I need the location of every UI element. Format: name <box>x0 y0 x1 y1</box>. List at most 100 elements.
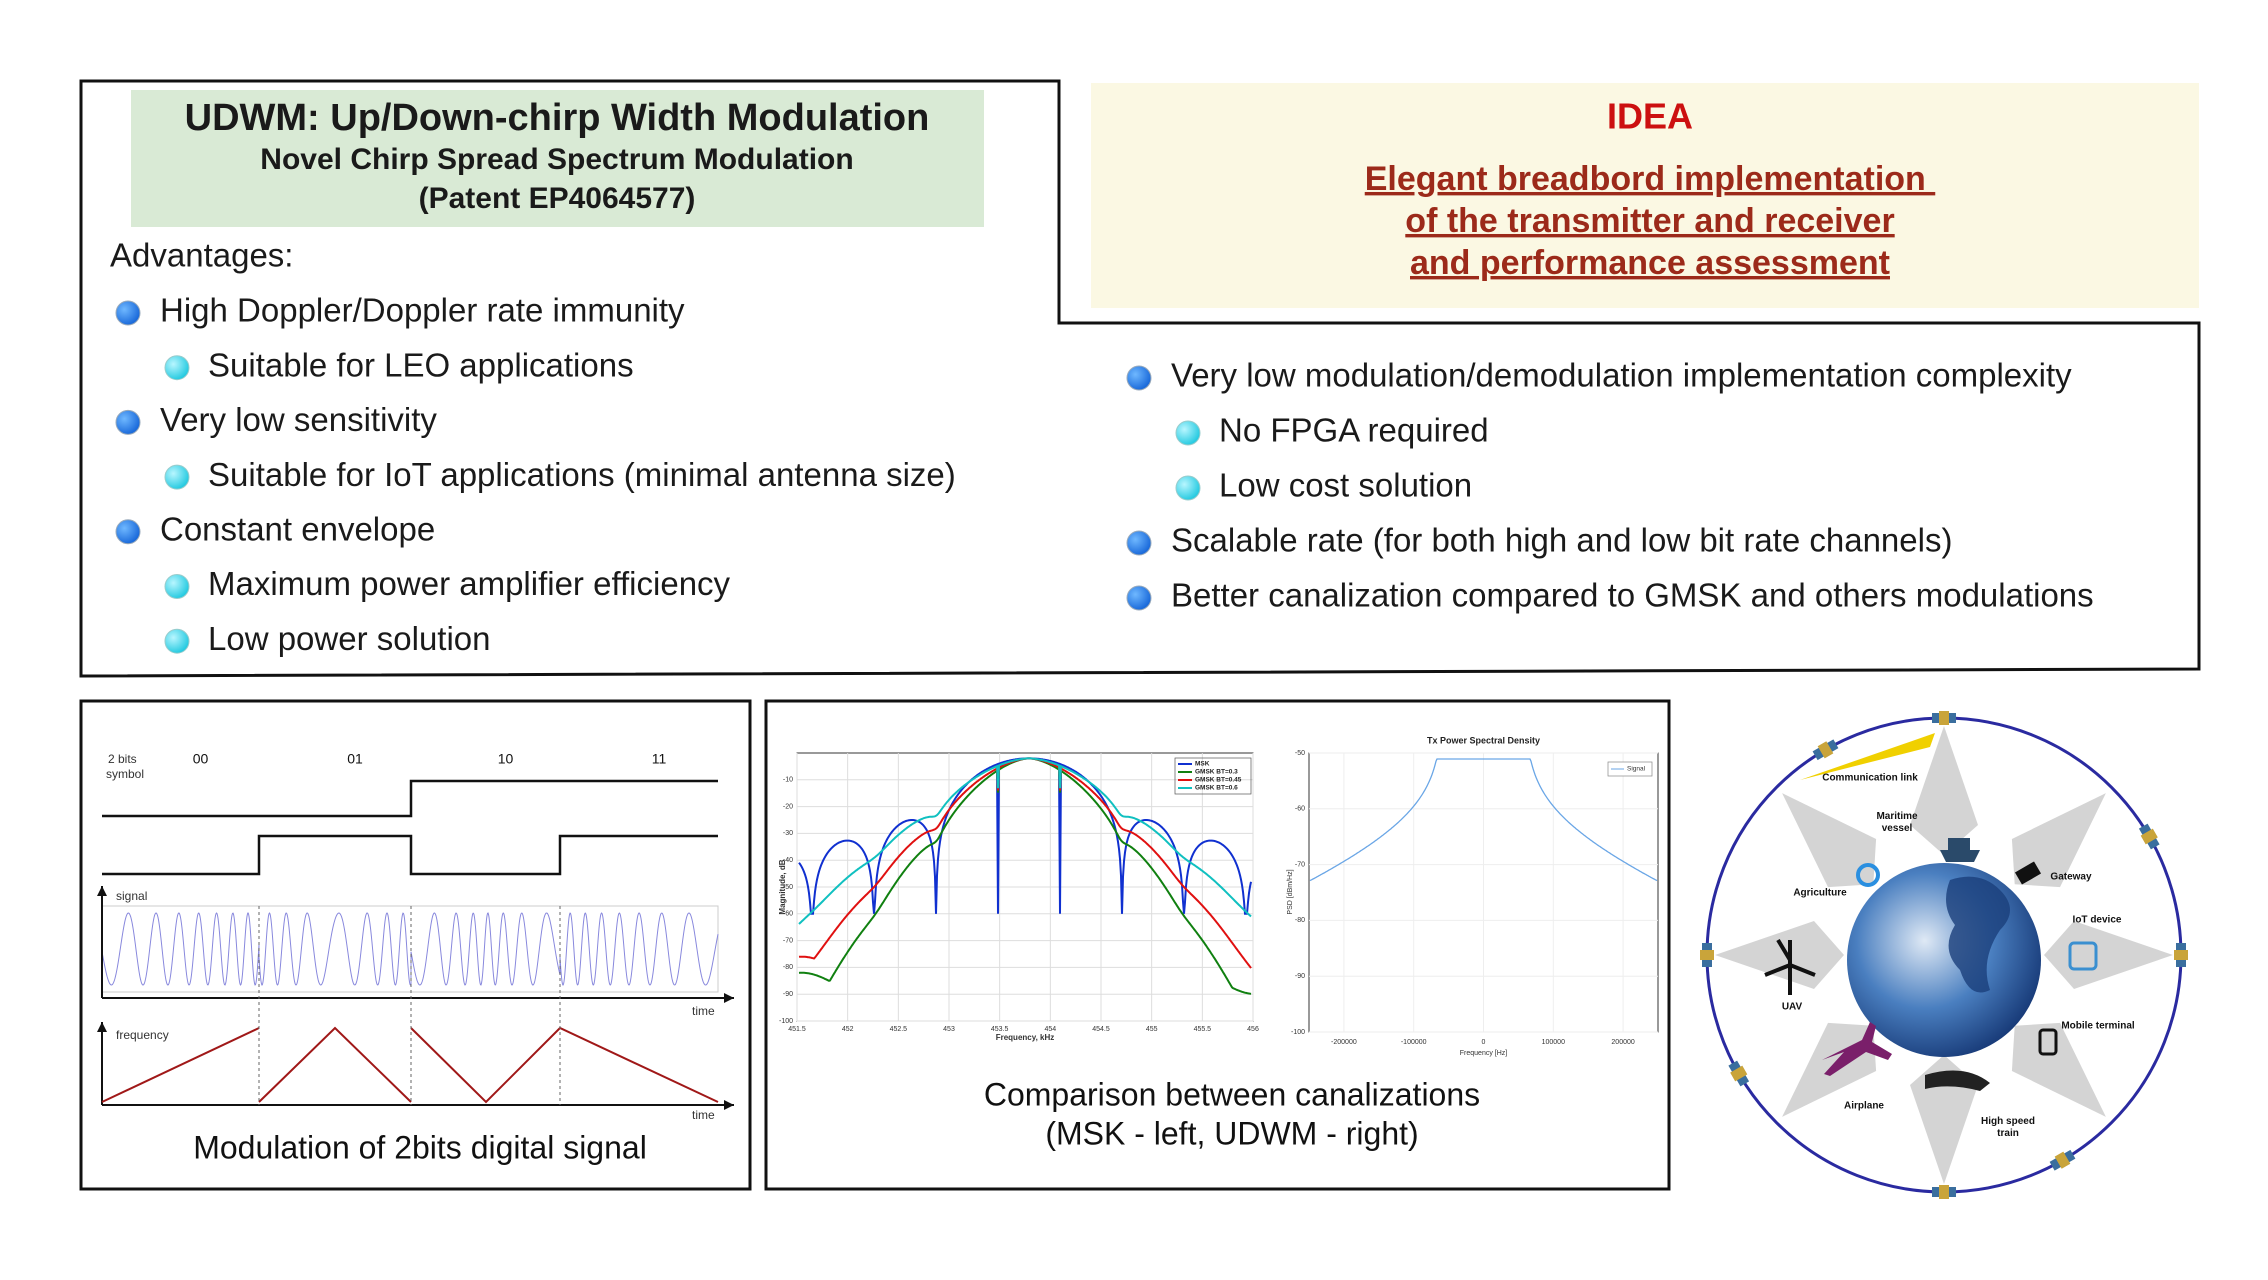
y-tick-label: -70 <box>1295 861 1305 868</box>
x-tick-label: -100000 <box>1401 1039 1427 1046</box>
bullet <box>1126 585 1152 611</box>
bullet-text: Better canalization compared to GMSK and… <box>1171 577 2094 614</box>
legend-box <box>1607 761 1653 777</box>
sub-bullet-text: Low cost solution <box>1219 467 1472 504</box>
link-ray <box>2011 793 2106 888</box>
x-tick-label: 455.5 <box>1194 1026 1212 1033</box>
satellite-body <box>1817 741 1834 759</box>
bullet-text: Scalable rate (for both high and low bit… <box>1171 522 1952 559</box>
diagram-label: High speed train <box>1981 1116 2035 1139</box>
label-line: Maritime <box>1876 811 1918 822</box>
signal-wave <box>101 912 719 986</box>
diagram-label: Gateway <box>2050 872 2092 883</box>
y-tick-label: -100 <box>779 1018 793 1025</box>
diagram-label: Agriculture <box>1793 888 1847 899</box>
y-tick-label: -100 <box>1291 1029 1305 1036</box>
x-tick-label: 453.5 <box>991 1026 1009 1033</box>
bullet-text: Constant envelope <box>160 511 435 548</box>
satellite-body <box>2174 950 2188 960</box>
legend-label: Signal <box>1627 766 1646 773</box>
legend-label: GMSK BT=0.3 <box>1195 769 1238 776</box>
bullet-text: Very low modulation/demodulation impleme… <box>1171 357 2072 394</box>
bullet <box>1126 365 1152 391</box>
spectrum-curve <box>798 757 1252 925</box>
diagram-label: Mobile terminal <box>2061 1021 2135 1032</box>
bullet <box>115 519 141 545</box>
diagram-label: Airplane <box>1844 1101 1884 1112</box>
bullet <box>115 300 141 326</box>
subtitle: (Patent EP4064577) <box>419 182 696 215</box>
icon-tractor <box>1856 863 1880 887</box>
axis <box>101 1022 734 1106</box>
caption: Modulation of 2bits digital signal <box>193 1129 647 1165</box>
axis-label: time <box>692 1108 715 1122</box>
legend-label: GMSK BT=0.6 <box>1195 785 1238 792</box>
y-tick-label: -70 <box>783 937 793 944</box>
y-tick-label: -80 <box>1295 917 1305 924</box>
x-tick-label: 454.5 <box>1092 1026 1110 1033</box>
icon-ship <box>1940 838 1980 862</box>
y-tick-label: -60 <box>1295 806 1305 813</box>
beam <box>1800 733 1935 780</box>
canalization-figure: Comparison between canalizations(MSK - l… <box>778 735 1659 1151</box>
diagram-label: Maritime vessel <box>1876 811 1918 834</box>
axis-title: Magnitude, dB <box>778 859 787 914</box>
x-tick-label: 100000 <box>1542 1039 1565 1046</box>
y-tick-label: -90 <box>783 991 793 998</box>
x-tick-label: 453 <box>943 1026 955 1033</box>
icon-airplane <box>1822 1022 1892 1076</box>
x-tick-label: 452.5 <box>890 1026 908 1033</box>
link-ray <box>1715 921 1844 989</box>
satellite-body <box>2054 1151 2071 1169</box>
satellite-body <box>1939 711 1949 725</box>
icon-uav <box>1764 938 1816 995</box>
symbol-label: symbol <box>106 767 144 781</box>
symbol-label: 2 bits <box>108 752 137 766</box>
y-tick-label: -20 <box>783 803 793 810</box>
frequency-line <box>101 1026 719 1104</box>
bullet-text: High Doppler/Doppler rate immunity <box>160 292 685 329</box>
legend-label: MSK <box>1195 761 1210 768</box>
y-tick-label: -60 <box>783 911 793 918</box>
applications-diagram: Communication link Maritime vessel Agricult… <box>1700 711 2188 1199</box>
bullet-text: Very low sensitivity <box>160 401 437 438</box>
axis-label: signal <box>116 889 147 903</box>
figure-box <box>79 699 752 1191</box>
sub-bullet <box>164 464 190 490</box>
sub-bullet-text: Suitable for IoT applications (minimal a… <box>208 456 956 493</box>
idea-line: Elegant breadbord implementation <box>1365 160 1936 198</box>
legend-box <box>1174 757 1252 795</box>
axis-title: PSD [dBm/Hz] <box>1287 869 1294 914</box>
bullet <box>115 409 141 435</box>
title: UDWM: Up/Down-chirp Width Modulation <box>185 97 930 139</box>
x-tick-label: 455 <box>1146 1026 1158 1033</box>
subtitle: Novel Chirp Spread Spectrum Modulation <box>260 143 853 176</box>
x-tick-label: 0 <box>1482 1039 1486 1046</box>
link-ray <box>1782 793 1877 888</box>
digital-line <box>102 834 718 876</box>
symbol: 01 <box>347 751 363 767</box>
y-tick-label: -50 <box>1295 750 1305 757</box>
idea-title: IDEA <box>1607 96 1693 137</box>
idea-box <box>1091 83 2199 308</box>
x-tick-label: 200000 <box>1611 1039 1634 1046</box>
satellite-body <box>1939 1185 1949 1199</box>
symbol: 11 <box>652 751 667 767</box>
sub-bullet <box>164 628 190 654</box>
label-line: vessel <box>1882 823 1913 834</box>
satellite-body <box>1730 1065 1748 1082</box>
diagram-label: Communication link <box>1822 773 1918 784</box>
sub-bullet-text: Maximum power amplifier efficiency <box>208 565 731 602</box>
y-tick-label: -90 <box>1295 973 1305 980</box>
icon-train <box>1925 1070 1990 1091</box>
heading: Advantages: <box>110 237 293 274</box>
satellite-body <box>1700 950 1714 960</box>
sub-bullet <box>164 574 190 599</box>
plot-title: Tx Power Spectral Density <box>1427 735 1540 745</box>
psd-curve <box>1309 758 1658 882</box>
panel-outline <box>79 79 2201 678</box>
x-tick-label: 456 <box>1247 1026 1259 1033</box>
y-tick-label: -10 <box>783 777 793 784</box>
symbol: 10 <box>498 751 514 767</box>
figure-box <box>764 699 1671 1191</box>
